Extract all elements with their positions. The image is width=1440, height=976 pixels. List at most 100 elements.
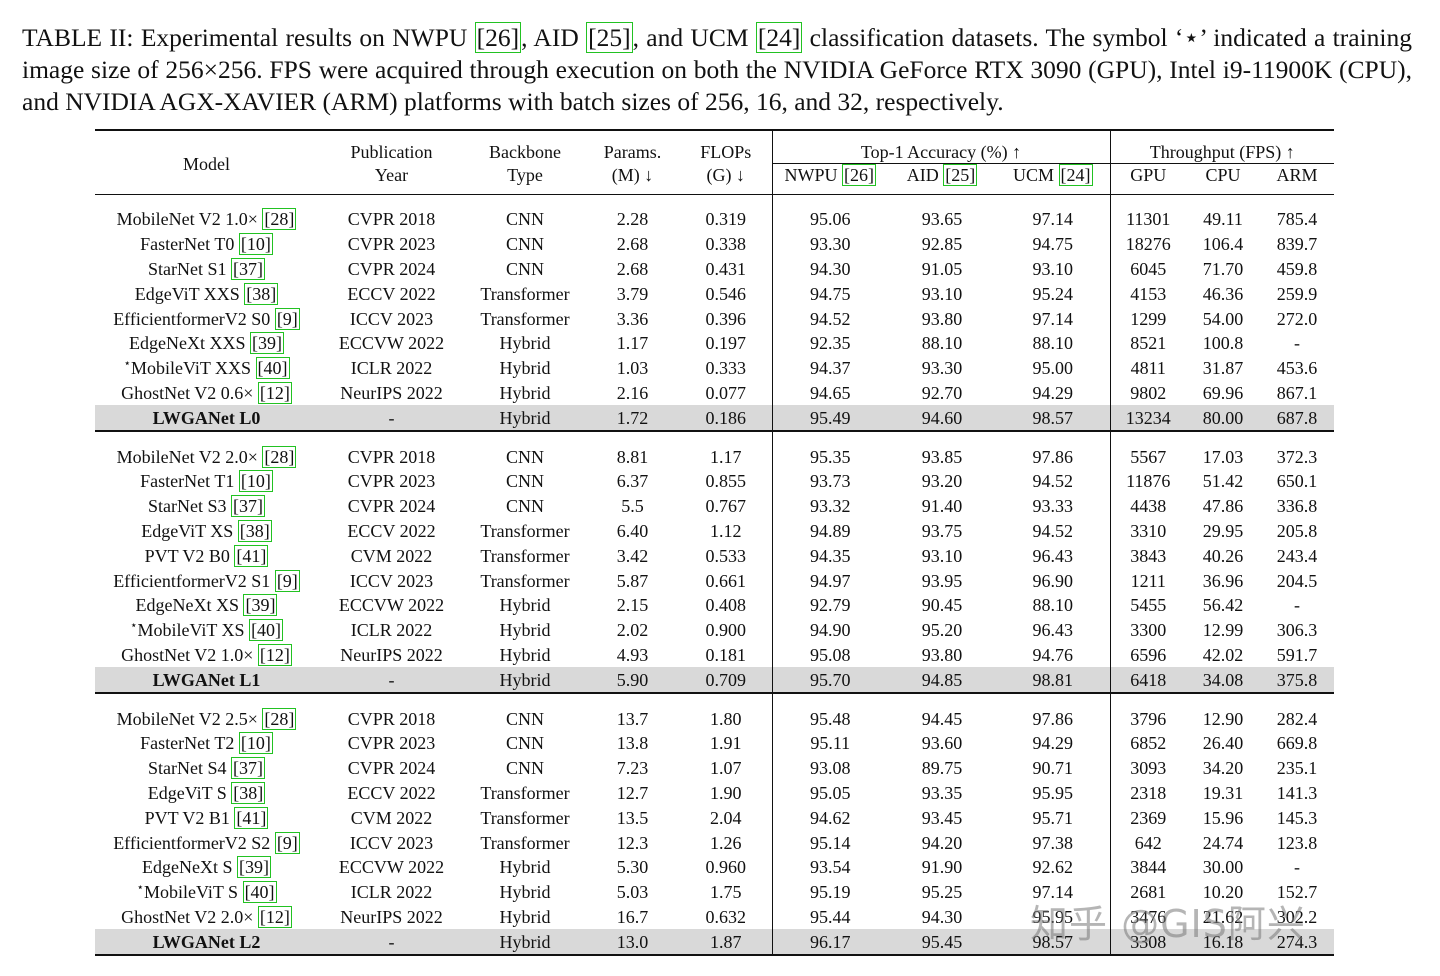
cell-params: 5.87 — [616, 570, 649, 591]
citation-link[interactable]: [25] — [943, 164, 978, 186]
cell-ucm-acc: 95.95 — [1032, 906, 1074, 927]
citation-link[interactable]: [38] — [244, 282, 279, 305]
cell-arm-fps: 336.8 — [1276, 496, 1318, 517]
cell-backbone-type: Transformer — [480, 782, 570, 803]
cell-gpu-fps: 5455 — [1109, 592, 1187, 618]
table-row-ours: LWGANet L0 - Hybrid 1.72 0.186 95.49 94.60 98.5… — [95, 405, 1335, 433]
cell-pub-year: CVPR 2018 — [347, 446, 436, 467]
caption-text: , and UCM — [632, 23, 756, 52]
col-header-model: Model — [183, 153, 230, 174]
citation-link[interactable]: [28] — [262, 445, 297, 468]
citation-link[interactable]: [41] — [234, 806, 269, 829]
cell-pub-year: CVM 2022 — [350, 545, 433, 566]
cell-model: LWGANet L0 — [95, 405, 318, 433]
cell-nwpu-acc: 95.05 — [771, 780, 888, 806]
citation-link[interactable]: [40] — [249, 619, 284, 642]
citation-link[interactable]: [41] — [234, 544, 269, 567]
col-header-ucm: UCM [24] — [1013, 164, 1093, 186]
citation-link[interactable]: [9] — [274, 569, 300, 592]
cell-ucm-acc: 98.57 — [996, 405, 1111, 433]
cell-gpu-fps: 4153 — [1109, 281, 1187, 307]
cell-pub-year: CVPR 2023 — [347, 234, 436, 255]
citation-link[interactable]: [10] — [238, 732, 273, 755]
cell-flops: 0.408 — [705, 595, 747, 616]
cell-gpu-fps: 6596 — [1109, 642, 1187, 668]
cell-model: StarNet S1 [37] — [95, 257, 318, 282]
cell-flops: 2.04 — [710, 807, 742, 828]
cell-gpu-fps: 1299 — [1109, 306, 1187, 331]
citation-link[interactable]: [25] — [586, 22, 633, 53]
cell-aid-acc: 88.10 — [921, 333, 963, 354]
cell-pub-year: CVPR 2018 — [347, 708, 436, 729]
cell-arm-fps: 302.2 — [1276, 906, 1318, 927]
model-name: FasterNet T0 — [140, 234, 239, 255]
cell-model: ⋆MobileViT S [40] — [95, 880, 318, 905]
cell-cpu-fps: 12.99 — [1202, 620, 1244, 641]
cell-arm-fps: 123.8 — [1276, 832, 1318, 853]
cell-aid-acc: 93.20 — [921, 471, 963, 492]
cell-aid-acc: 93.80 — [921, 644, 963, 665]
cell-nwpu-acc: 94.35 — [771, 543, 888, 569]
citation-link[interactable]: [40] — [255, 357, 290, 380]
cell-nwpu-acc: 95.11 — [771, 730, 888, 756]
citation-link[interactable]: [10] — [238, 470, 273, 493]
model-name: EfficientformerV2 S2 — [113, 832, 275, 853]
citation-link[interactable]: [12] — [257, 905, 292, 928]
citation-link[interactable]: [26] — [842, 164, 876, 186]
citation-link[interactable]: [37] — [231, 495, 265, 518]
model-name: PVT V2 B1 — [144, 807, 235, 828]
table-row: StarNet S1 [37] CVPR 2024 CNN 2.68 0.431 94.3… — [95, 256, 1334, 282]
citation-link[interactable]: [12] — [257, 381, 292, 404]
citation-link[interactable]: [38] — [231, 781, 266, 804]
table-row: StarNet S3 [37] CVPR 2024 CNN 5.5 0.767 93.32… — [95, 493, 1334, 519]
cell-backbone-type: CNN — [505, 471, 544, 492]
cell-gpu-fps: 2369 — [1109, 805, 1187, 831]
citation-link[interactable]: [39] — [249, 332, 284, 355]
cell-nwpu-acc: 93.30 — [771, 231, 888, 257]
cell-params: 1.03 — [616, 358, 649, 379]
table-row: EdgeViT S [38] ECCV 2022 Transformer 12.7 1.… — [95, 780, 1334, 806]
cell-pub-year: CVPR 2023 — [347, 471, 436, 492]
cell-flops: 1.90 — [710, 782, 742, 803]
citation-link[interactable]: [26] — [474, 22, 522, 53]
cell-model: MobileNet V2 2.0× [28] — [95, 444, 318, 469]
table-row: EdgeViT XXS [38] ECCV 2022 Transformer 3.79… — [95, 281, 1334, 307]
model-name: LWGANet L2 — [152, 931, 261, 952]
citation-link[interactable]: [28] — [262, 707, 297, 730]
citation-link[interactable]: [40] — [242, 881, 277, 904]
cell-params: 13.5 — [616, 807, 649, 828]
cell-ucm-acc: 95.24 — [1032, 283, 1074, 304]
citation-link[interactable]: [39] — [236, 856, 271, 879]
cell-cpu-fps: 40.26 — [1202, 545, 1244, 566]
cell-gpu-fps: 2318 — [1109, 780, 1187, 806]
citation-link[interactable]: [28] — [262, 208, 297, 231]
citation-link[interactable]: [24] — [1058, 164, 1093, 186]
cell-params: 5.90 — [585, 667, 680, 695]
cell-pub-year: ECCVW 2022 — [338, 333, 445, 354]
table-row: MobileNet V2 1.0× [28] CVPR 2018 CNN 2.28 0.… — [95, 207, 1334, 232]
table-row: PVT V2 B0 [41] CVM 2022 Transformer 3.42 0.5… — [95, 543, 1334, 569]
cell-aid-acc: 93.95 — [921, 570, 963, 591]
citation-link[interactable]: [10] — [238, 233, 273, 256]
model-name: StarNet S4 — [148, 758, 231, 779]
model-name: EdgeViT S — [147, 782, 232, 803]
cell-pub-year: ICLR 2022 — [350, 882, 433, 903]
citation-link[interactable]: [39] — [243, 594, 278, 617]
citation-link[interactable]: [9] — [274, 831, 300, 854]
citation-link[interactable]: [37] — [231, 757, 265, 780]
citation-link[interactable]: [37] — [231, 257, 265, 280]
cell-cpu-fps: 49.11 — [1203, 209, 1243, 230]
cell-backbone-type: Hybrid — [499, 857, 551, 878]
citation-link[interactable]: [24] — [755, 22, 803, 53]
citation-link[interactable]: [12] — [257, 643, 292, 666]
table-row: GhostNet V2 2.0× [12] NeurIPS 2022 Hybrid 1… — [95, 904, 1334, 930]
model-name: GhostNet V2 0.6× — [121, 382, 258, 403]
cell-arm-fps: 205.8 — [1276, 520, 1318, 541]
cell-backbone-type: Hybrid — [499, 382, 551, 403]
cell-model: EdgeNeXt XXS [39] — [95, 331, 318, 356]
cell-arm-fps: 867.1 — [1276, 382, 1318, 403]
citation-link[interactable]: [38] — [237, 519, 272, 542]
table-row: FasterNet T2 [10] CVPR 2023 CNN 13.8 1.91 95.… — [95, 730, 1334, 756]
citation-link[interactable]: [9] — [274, 307, 300, 330]
cell-backbone-type: CNN — [505, 733, 544, 754]
